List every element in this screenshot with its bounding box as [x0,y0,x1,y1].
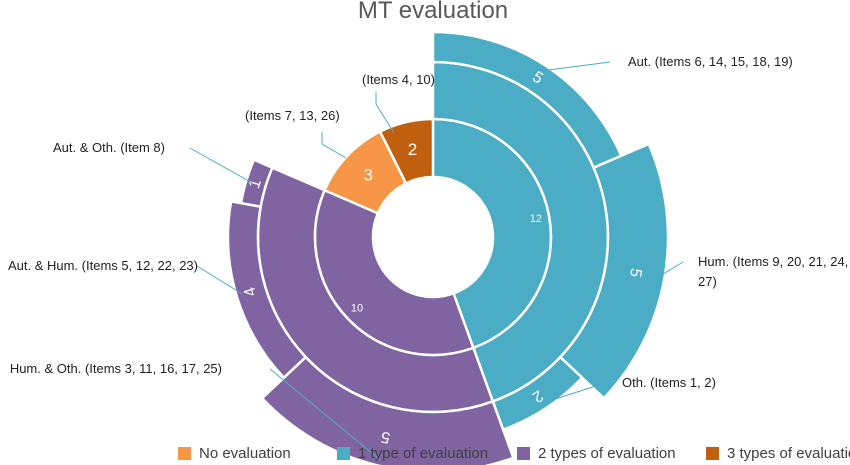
legend-label: 1 type of evaluation [358,444,489,462]
legend-label: No evaluation [199,444,291,462]
annotation-leader-line [375,92,395,134]
annotation-leader-line [189,147,253,184]
annotation-leader-line [542,61,611,72]
legend-item-3-types: 3 types of evaluation [706,442,850,464]
legend-item-2-types: 2 types of evaluation [517,442,676,464]
legend-label: 3 types of evaluation [727,444,850,462]
annotation-leader-line [321,132,347,159]
annotation-leader-line [542,382,606,404]
outer-slice [260,355,515,465]
annotation-leader-line [196,265,243,295]
legend-swatch [178,446,191,460]
inner-slice [378,117,435,186]
outer-slice-annotation: Aut. (Items 6, 14, 15, 18, 19) [628,54,793,69]
outer-slice-annotation: Oth. (Items 1, 2) [622,375,716,390]
legend-item-1-type: 1 type of evaluation [337,442,488,464]
outer-slice-annotation: Aut. & Hum. (Items 5, 12, 22, 23) [8,258,198,273]
outer-slice-label: 5 [626,267,644,279]
outer-slice [239,158,274,209]
outer-slice-annotation: Aut. & Oth. (Item 8) [53,140,165,155]
legend-item-no-evaluation: No evaluation [178,442,291,464]
inner-slice-label: 12 [530,213,542,225]
inner-slice-annotation: (Items 7, 13, 26) [245,108,340,123]
outer-slice [558,142,670,401]
inner-slice-label: 10 [351,303,363,315]
inner-slice-label: 3 [364,165,373,184]
annotation-leader-line [269,368,381,461]
outer-slice-annotation: Hum. & Oth. (Items 3, 11, 16, 17, 25) [10,361,222,376]
legend-swatch [517,446,530,460]
annotation-leader-line [658,261,684,278]
chart-title: MT evaluation [358,0,508,24]
inner-slice-label: 2 [408,140,417,159]
legend-swatch [706,446,719,460]
inner-slice-annotation: (Items 4, 10) [362,72,435,87]
legend: No evaluation 1 type of evaluation 2 typ… [0,442,850,464]
outer-slice-label: 5 [379,427,392,446]
legend-label: 2 types of evaluation [538,444,676,462]
legend-swatch [337,446,350,460]
outer-slice-annotation: Hum. (Items 9, 20, 21, 24, 27) [698,254,848,289]
